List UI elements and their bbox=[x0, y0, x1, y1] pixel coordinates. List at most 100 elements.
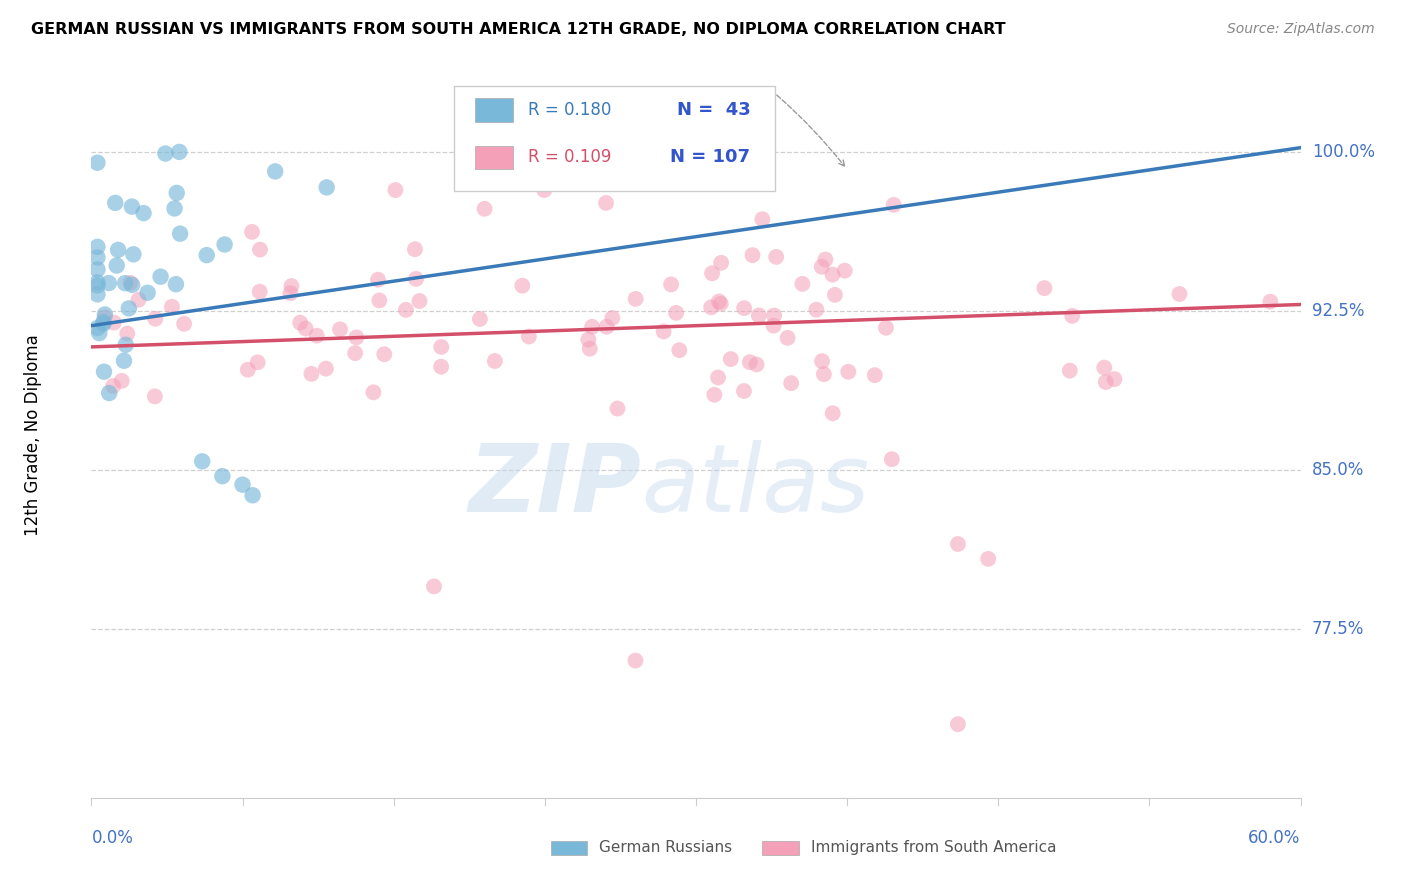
Point bbox=[112, 353, 135, 368]
Point bbox=[121, 277, 143, 292]
Point bbox=[246, 355, 269, 369]
Text: 92.5%: 92.5% bbox=[1312, 301, 1364, 320]
FancyBboxPatch shape bbox=[762, 840, 799, 855]
Point bbox=[128, 293, 150, 307]
Point bbox=[977, 552, 1000, 566]
Point bbox=[863, 368, 886, 383]
Point bbox=[103, 316, 125, 330]
Point bbox=[751, 212, 773, 227]
Point bbox=[824, 288, 846, 302]
Point bbox=[707, 294, 730, 309]
Point bbox=[595, 319, 617, 334]
Point bbox=[86, 155, 108, 169]
Point bbox=[652, 325, 675, 339]
Point bbox=[834, 263, 856, 277]
Point bbox=[122, 247, 145, 261]
Point bbox=[1094, 375, 1116, 389]
Point bbox=[231, 477, 253, 491]
Point bbox=[576, 333, 599, 347]
Point bbox=[745, 358, 768, 372]
Point bbox=[169, 227, 191, 241]
Point bbox=[946, 717, 969, 731]
Point bbox=[118, 301, 141, 316]
Point bbox=[264, 164, 287, 178]
Point bbox=[242, 488, 264, 502]
Point bbox=[710, 256, 733, 270]
Point bbox=[430, 340, 453, 354]
Point bbox=[149, 269, 172, 284]
Point bbox=[1033, 281, 1056, 295]
Point bbox=[93, 315, 115, 329]
Point bbox=[837, 365, 859, 379]
Point bbox=[173, 317, 195, 331]
Point bbox=[104, 195, 127, 210]
Text: Source: ZipAtlas.com: Source: ZipAtlas.com bbox=[1227, 22, 1375, 37]
Point bbox=[368, 293, 391, 308]
Point bbox=[86, 321, 108, 335]
Point bbox=[344, 346, 367, 360]
Point bbox=[405, 272, 427, 286]
Point bbox=[1062, 309, 1084, 323]
Point bbox=[249, 285, 271, 299]
Point bbox=[741, 248, 763, 262]
Point bbox=[624, 292, 647, 306]
Point bbox=[765, 250, 787, 264]
Text: N = 107: N = 107 bbox=[671, 148, 751, 166]
Point bbox=[86, 240, 108, 254]
Point bbox=[294, 321, 316, 335]
Point bbox=[675, 160, 697, 174]
Point bbox=[384, 183, 406, 197]
Point bbox=[240, 225, 263, 239]
Point bbox=[299, 367, 322, 381]
Point bbox=[329, 322, 352, 336]
Point bbox=[98, 386, 121, 401]
Point bbox=[132, 206, 155, 220]
Point bbox=[169, 145, 191, 159]
Point bbox=[602, 310, 624, 325]
Point bbox=[404, 242, 426, 256]
Point bbox=[120, 276, 142, 290]
Point bbox=[86, 287, 108, 301]
Point bbox=[280, 279, 302, 293]
Point bbox=[813, 367, 835, 381]
Point bbox=[86, 262, 108, 277]
Point bbox=[163, 202, 186, 216]
FancyBboxPatch shape bbox=[551, 840, 588, 855]
Point bbox=[195, 248, 218, 262]
Point bbox=[143, 311, 166, 326]
Point bbox=[880, 452, 903, 467]
Point bbox=[1260, 294, 1282, 309]
Point bbox=[373, 347, 395, 361]
Point bbox=[474, 202, 496, 216]
Point bbox=[136, 285, 159, 300]
Text: R = 0.109: R = 0.109 bbox=[527, 148, 612, 166]
Point bbox=[780, 376, 803, 391]
Text: 12th Grade, No Diploma: 12th Grade, No Diploma bbox=[24, 334, 42, 536]
Point bbox=[792, 277, 814, 291]
Point bbox=[288, 316, 311, 330]
Point bbox=[93, 365, 115, 379]
Point bbox=[883, 198, 905, 212]
Point bbox=[814, 252, 837, 267]
Point bbox=[89, 326, 111, 340]
Point bbox=[700, 300, 723, 314]
Text: 0.0%: 0.0% bbox=[91, 829, 134, 847]
Point bbox=[821, 406, 844, 420]
Point bbox=[430, 359, 453, 374]
Point bbox=[165, 277, 187, 292]
Point bbox=[117, 326, 139, 341]
Point bbox=[720, 352, 742, 367]
Point bbox=[659, 277, 682, 292]
Point bbox=[166, 186, 188, 200]
Point bbox=[811, 354, 834, 368]
Point bbox=[1104, 372, 1126, 386]
Text: German Russians: German Russians bbox=[599, 840, 733, 855]
Point bbox=[143, 389, 166, 403]
Point bbox=[105, 259, 128, 273]
Point bbox=[606, 401, 628, 416]
FancyBboxPatch shape bbox=[475, 98, 513, 121]
Point bbox=[93, 317, 115, 331]
Text: atlas: atlas bbox=[641, 441, 870, 532]
Point bbox=[107, 243, 129, 257]
Text: ZIP: ZIP bbox=[468, 440, 641, 532]
